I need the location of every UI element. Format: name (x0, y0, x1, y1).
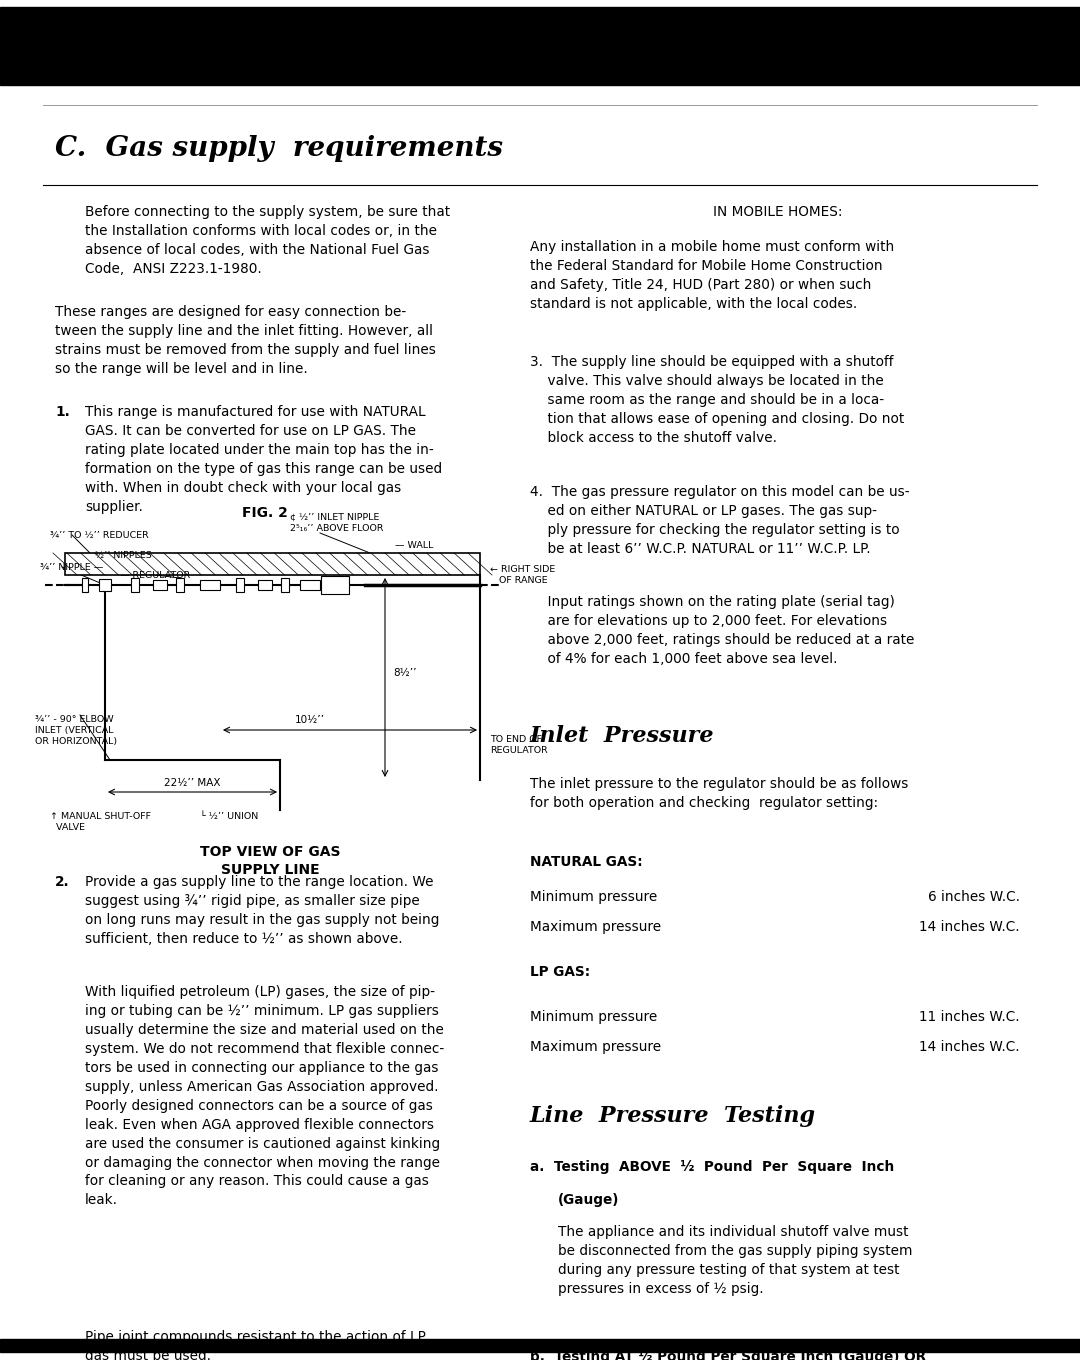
Bar (176, 578, 184, 592)
Text: 4: 4 (55, 1333, 66, 1348)
Text: a.  Testing  ABOVE  ½  Pound  Per  Square  Inch: a. Testing ABOVE ½ Pound Per Square Inch (530, 1160, 894, 1174)
Text: TO END OF
REGULATOR: TO END OF REGULATOR (490, 734, 548, 755)
Bar (99, 579, 111, 592)
Bar (82, 578, 87, 592)
Text: ½’’ NIPPLES: ½’’ NIPPLES (95, 551, 152, 559)
Text: IN MOBILE HOMES:: IN MOBILE HOMES: (713, 205, 842, 219)
Text: 14 inches W.C.: 14 inches W.C. (919, 919, 1020, 934)
Bar (237, 578, 244, 592)
Text: Maximum pressure: Maximum pressure (530, 919, 661, 934)
Bar (258, 579, 272, 590)
Text: 1.: 1. (55, 405, 70, 419)
Text: Line  Pressure  Testing: Line Pressure Testing (530, 1104, 816, 1127)
Text: b.  Testing AT ½ Pound Per Square Inch (Gauge) OR: b. Testing AT ½ Pound Per Square Inch (G… (530, 1350, 927, 1360)
Text: NATURAL GAS:: NATURAL GAS: (530, 855, 643, 869)
Text: The appliance and its individual shutoff valve must
be disconnected from the gas: The appliance and its individual shutoff… (558, 1225, 913, 1296)
Text: Any installation in a mobile home must conform with
the Federal Standard for Mob: Any installation in a mobile home must c… (530, 239, 894, 311)
Bar (0, 7, 1080, 84)
Text: (Gauge): (Gauge) (558, 1193, 619, 1208)
Text: ¾’’ NIPPLE —: ¾’’ NIPPLE — (40, 563, 104, 571)
Text: 3.  The supply line should be equipped with a shutoff
    valve. This valve shou: 3. The supply line should be equipped wi… (530, 355, 904, 445)
Text: 4.  The gas pressure regulator on this model can be us-
    ed on either NATURAL: 4. The gas pressure regulator on this mo… (530, 486, 909, 556)
Text: 2.: 2. (55, 874, 69, 889)
Bar (0, 1340, 1080, 1352)
Text: ¢ ½’’ INLET NIPPLE
2⁵₁₆’’ ABOVE FLOOR: ¢ ½’’ INLET NIPPLE 2⁵₁₆’’ ABOVE FLOOR (291, 513, 383, 533)
Text: Minimum pressure: Minimum pressure (530, 889, 658, 904)
Bar (200, 579, 220, 590)
Text: TOP VIEW OF GAS
SUPPLY LINE: TOP VIEW OF GAS SUPPLY LINE (200, 845, 340, 877)
Text: These ranges are designed for easy connection be-
tween the supply line and the : These ranges are designed for easy conne… (55, 305, 436, 375)
Text: ↑ MANUAL SHUT-OFF
  VALVE: ↑ MANUAL SHUT-OFF VALVE (50, 812, 151, 832)
Text: ← RIGHT SIDE
   OF RANGE: ← RIGHT SIDE OF RANGE (490, 564, 555, 585)
Text: The inlet pressure to the regulator should be as follows
for both operation and : The inlet pressure to the regulator shou… (530, 777, 908, 811)
Text: C.  Gas supply  requirements: C. Gas supply requirements (55, 135, 503, 162)
Bar (300, 579, 320, 590)
Text: Minimum pressure: Minimum pressure (530, 1010, 658, 1024)
Text: Provide a gas supply line to the range location. We
suggest using ¾’’ rigid pipe: Provide a gas supply line to the range l… (85, 874, 440, 945)
Text: Input ratings shown on the rating plate (serial tag)
    are for elevations up t: Input ratings shown on the rating plate … (530, 596, 915, 666)
Text: 14 inches W.C.: 14 inches W.C. (919, 1040, 1020, 1054)
Text: 8½’’: 8½’’ (393, 668, 417, 677)
Text: Inlet  Pressure: Inlet Pressure (530, 725, 715, 747)
Text: Maximum pressure: Maximum pressure (530, 1040, 661, 1054)
Text: FIG. 2: FIG. 2 (242, 506, 288, 520)
Text: With liquified petroleum (LP) gases, the size of pip-
ing or tubing can be ½’’ m: With liquified petroleum (LP) gases, the… (85, 985, 444, 1208)
Text: — WALL: — WALL (395, 540, 433, 549)
Text: └ ½’’ UNION: └ ½’’ UNION (200, 812, 258, 821)
Text: 10½’’: 10½’’ (295, 715, 325, 725)
Text: Pipe joint compounds resistant to the action of LP
gas must be used.: Pipe joint compounds resistant to the ac… (85, 1330, 426, 1360)
Bar (153, 579, 167, 590)
Text: ¾’’ TO ½’’ REDUCER: ¾’’ TO ½’’ REDUCER (50, 530, 149, 540)
Bar (131, 578, 139, 592)
Bar (65, 554, 480, 575)
Text: LP GAS:: LP GAS: (530, 966, 590, 979)
Text: 6 inches W.C.: 6 inches W.C. (928, 889, 1020, 904)
Text: This range is manufactured for use with NATURAL
GAS. It can be converted for use: This range is manufactured for use with … (85, 405, 442, 514)
Bar (321, 577, 349, 594)
Text: 11 inches W.C.: 11 inches W.C. (919, 1010, 1020, 1024)
Bar (281, 578, 289, 592)
Text: — REGULATOR: — REGULATOR (120, 570, 190, 579)
Text: 22½’’ MAX: 22½’’ MAX (164, 778, 220, 787)
Text: ¾’’ - 90° ELBOW
INLET (VERTICAL
OR HORIZONTAL): ¾’’ - 90° ELBOW INLET (VERTICAL OR HORIZ… (35, 715, 117, 747)
Text: Before connecting to the supply system, be sure that
the Installation conforms w: Before connecting to the supply system, … (85, 205, 450, 276)
